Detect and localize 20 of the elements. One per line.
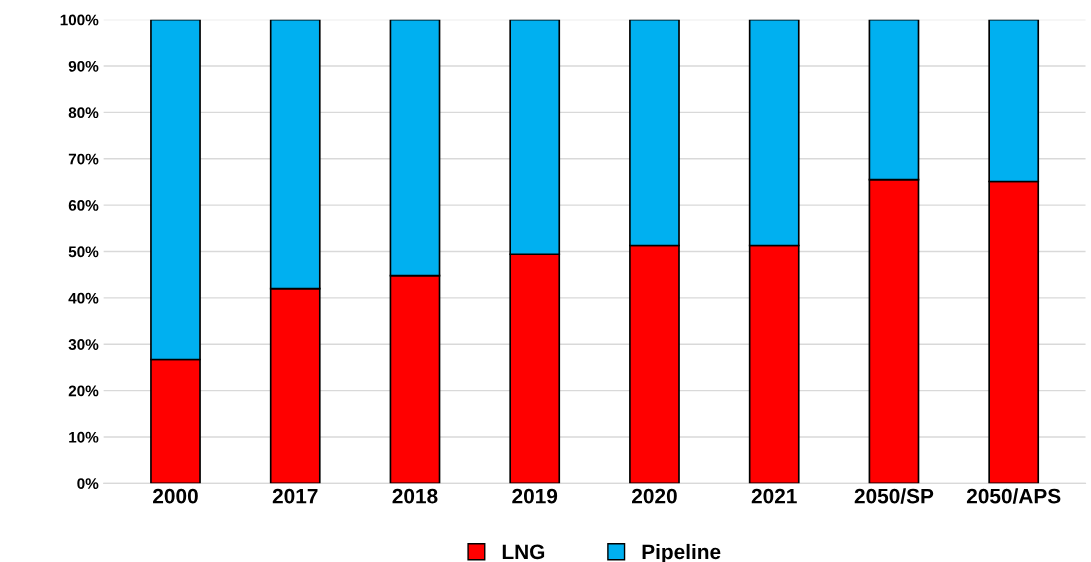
x-tick-label: 2020 — [632, 488, 677, 504]
x-tick-label: 2018 — [392, 488, 438, 504]
x-tick-label: 2021 — [751, 488, 797, 504]
x-tick-label: 2017 — [272, 488, 318, 504]
y-tick-label: 30% — [68, 339, 99, 350]
y-tick-label: 100% — [60, 14, 99, 26]
x-tick-label: 2050/SP — [854, 488, 934, 504]
y-tick-label: 80% — [68, 107, 99, 119]
x-tick-label: 2050/APS — [966, 488, 1061, 504]
y-tick-label: 60% — [68, 200, 99, 211]
y-tick-label: 0% — [77, 478, 99, 490]
y-tick-label: 10% — [69, 431, 99, 443]
y-tick-label: 20% — [68, 385, 99, 397]
y-tick-label: 40% — [68, 292, 99, 304]
x-tick-label: 2000 — [153, 488, 198, 504]
y-tick-label: 70% — [68, 153, 99, 165]
legend-label: LNG — [502, 544, 545, 560]
x-tick-label: 2019 — [512, 488, 558, 504]
y-tick-label: 90% — [68, 60, 99, 72]
y-tick-label: 50% — [68, 246, 99, 258]
